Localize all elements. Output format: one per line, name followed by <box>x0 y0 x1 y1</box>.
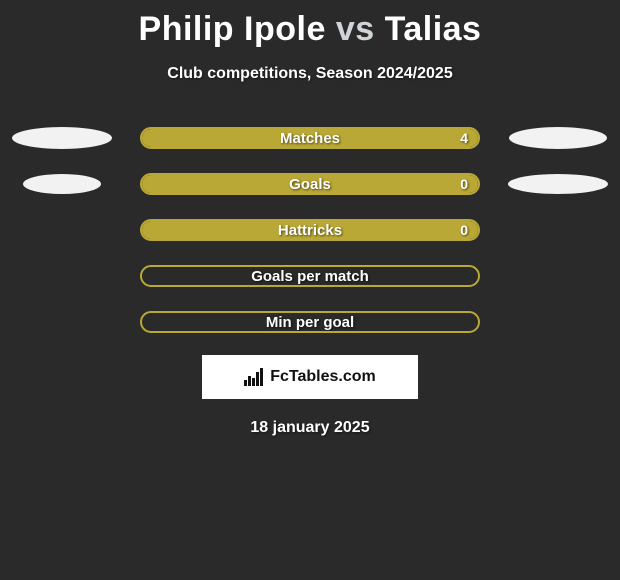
right-ellipse-slot <box>508 174 608 194</box>
stat-bar: Min per goal <box>140 311 480 333</box>
logo-text: FcTables.com <box>270 368 376 386</box>
date: 18 january 2025 <box>0 419 620 437</box>
right-ellipse <box>508 174 608 194</box>
stat-row: Min per goal <box>0 311 620 333</box>
logo-icon <box>244 368 264 386</box>
subtitle: Club competitions, Season 2024/2025 <box>0 65 620 83</box>
right-ellipse-slot <box>508 127 608 149</box>
left-ellipse-slot <box>12 127 112 149</box>
stat-bar: Goals per match <box>140 265 480 287</box>
title-vs: vs <box>336 10 375 48</box>
stat-bar-fill <box>142 129 478 147</box>
left-ellipse-slot <box>12 174 112 194</box>
page-title: Philip Ipole vs Talias <box>0 0 620 49</box>
stat-row: Goals per match <box>0 265 620 287</box>
left-ellipse <box>12 127 112 149</box>
stat-bar-label: Goals per match <box>142 267 478 285</box>
stat-row: Matches4 <box>0 127 620 149</box>
right-ellipse <box>509 127 607 149</box>
title-right: Talias <box>385 10 482 48</box>
stat-bar-fill <box>142 221 478 239</box>
stat-bar: Hattricks0 <box>140 219 480 241</box>
stat-row: Goals0 <box>0 173 620 195</box>
left-ellipse <box>23 174 101 194</box>
logo-box: FcTables.com <box>202 355 418 399</box>
title-left: Philip Ipole <box>139 10 326 48</box>
stat-bar: Matches4 <box>140 127 480 149</box>
stat-rows: Matches4 Goals0 Hattricks0 Goals per match M… <box>0 127 620 333</box>
stat-bar-label: Min per goal <box>142 313 478 331</box>
stat-bar-fill <box>142 175 478 193</box>
stat-row: Hattricks0 <box>0 219 620 241</box>
stat-bar: Goals0 <box>140 173 480 195</box>
infographic-container: Philip Ipole vs Talias Club competitions… <box>0 0 620 580</box>
